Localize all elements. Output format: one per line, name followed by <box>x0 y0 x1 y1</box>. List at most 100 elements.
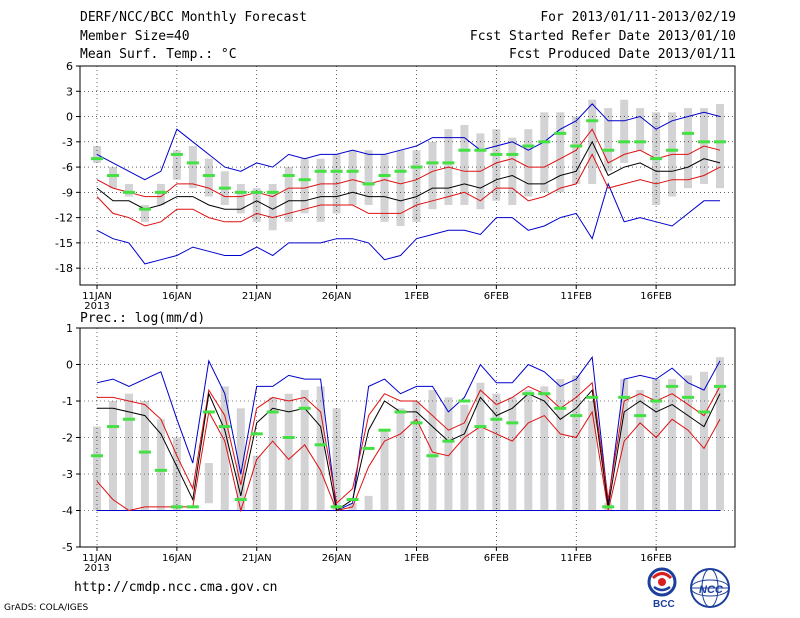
median-marker <box>282 436 295 439</box>
spread-box <box>428 141 437 210</box>
median-marker <box>410 165 423 169</box>
y-tick-label: 0 <box>66 359 73 372</box>
spread-box <box>204 158 213 197</box>
x-tick-label: 26JAN <box>322 553 352 564</box>
spread-box <box>332 408 341 511</box>
x-tick-label: 16JAN <box>162 291 192 302</box>
spread-box <box>252 188 261 222</box>
median-marker <box>250 432 263 436</box>
median-marker <box>170 505 183 509</box>
spread-box <box>220 386 229 511</box>
median-marker <box>634 414 647 418</box>
spread-box <box>316 158 325 222</box>
spread-box <box>268 183 277 231</box>
spread-box <box>716 357 724 511</box>
spread-box <box>348 150 357 205</box>
x-tick-label: 2013 <box>84 563 109 574</box>
median-marker <box>570 144 583 148</box>
y-tick-label: -9 <box>62 186 73 199</box>
median-marker <box>522 144 535 148</box>
precip-panel-title: Prec.: log(mm/d) <box>80 311 205 326</box>
spread-box <box>412 401 421 511</box>
median-marker <box>234 190 247 194</box>
x-tick-label: 2013 <box>84 301 109 312</box>
median-marker <box>554 406 567 410</box>
median-marker <box>122 417 135 421</box>
x-tick-label: 6FEB <box>484 553 509 564</box>
x-tick-label: 16FEB <box>640 291 672 302</box>
median-marker <box>442 439 455 443</box>
x-tick-label: 11JAN <box>82 553 112 564</box>
spread-box <box>364 150 373 205</box>
median-marker <box>250 190 263 194</box>
produced-date-label: Fcst Produced Date 2013/01/11 <box>509 47 736 62</box>
spread-box <box>684 375 693 511</box>
median-marker <box>490 417 503 421</box>
spread-box <box>236 408 245 511</box>
median-marker <box>538 140 551 144</box>
spread-box <box>716 103 724 189</box>
start-date-label: Fcst Started Refer Date 2013/01/10 <box>469 29 736 44</box>
spread-box <box>524 390 533 511</box>
spread-box <box>428 390 437 511</box>
spread-box <box>268 397 277 511</box>
median-marker <box>410 421 423 425</box>
y-tick-label: -1 <box>62 395 73 408</box>
spread-box <box>284 167 293 222</box>
spread-box <box>492 129 501 201</box>
median-marker <box>554 131 567 135</box>
spread-box <box>252 455 261 511</box>
source-url[interactable]: http://cmdp.ncc.cma.gov.cn <box>74 580 278 595</box>
spread-box <box>460 124 469 205</box>
median-marker <box>314 169 327 173</box>
spread-box <box>140 401 149 511</box>
y-tick-label: -3 <box>62 468 73 481</box>
spread-box <box>444 397 453 511</box>
median-marker <box>282 174 295 177</box>
y-tick-label: -15 <box>55 237 73 250</box>
spread-box <box>556 379 565 511</box>
median-marker <box>154 190 167 194</box>
spread-box <box>636 390 645 511</box>
median-marker <box>490 152 503 156</box>
spread-box <box>396 150 405 227</box>
spread-box <box>620 99 629 163</box>
y-tick-label: 3 <box>66 85 73 98</box>
x-tick-label: 11FEB <box>560 291 592 302</box>
median-marker <box>202 410 215 414</box>
median-marker <box>314 443 327 447</box>
spread-box <box>108 401 117 511</box>
x-tick-label: 1FEB <box>404 291 429 302</box>
spread-box <box>284 393 293 511</box>
outer-upper-line <box>96 355 721 512</box>
median-marker <box>106 425 119 429</box>
median-marker <box>522 392 535 396</box>
spread-box <box>556 112 565 193</box>
y-tick-label: -5 <box>62 541 73 554</box>
spread-box <box>316 386 325 511</box>
median-marker <box>570 414 583 418</box>
x-tick-label: 6FEB <box>484 291 509 302</box>
median-marker <box>138 450 151 454</box>
spread-box <box>460 404 469 511</box>
median-marker <box>714 140 726 144</box>
median-marker <box>634 140 647 144</box>
median-marker <box>362 446 375 450</box>
inner-upper-line <box>96 128 721 198</box>
ncc-logo-text: NCC <box>699 584 724 596</box>
spread-box <box>540 386 549 511</box>
x-tick-label: 1FEB <box>404 553 429 564</box>
spread-box <box>380 154 389 222</box>
median-marker <box>234 498 247 502</box>
spread-box <box>204 463 213 504</box>
median-marker <box>506 152 519 156</box>
x-tick-label: 11JAN <box>82 291 112 302</box>
y-tick-label: 0 <box>66 111 73 124</box>
median-marker <box>442 161 455 165</box>
spread-box <box>684 108 693 189</box>
x-tick-label: 16FEB <box>640 553 672 564</box>
x-tick-label: 21JAN <box>242 291 272 302</box>
spread-box <box>396 408 405 511</box>
median-marker <box>91 454 103 458</box>
